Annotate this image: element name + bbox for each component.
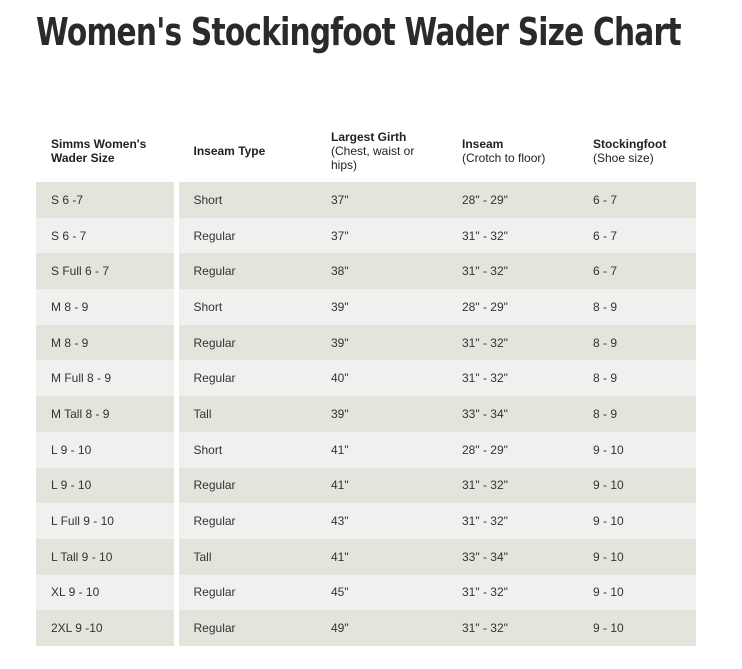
- column-header-wader-size: Simms Women's Wader Size: [36, 120, 179, 182]
- cell-inseam: 31" - 32": [447, 360, 578, 397]
- table-row: L 9 - 10 Regular 41" 31" - 32" 9 - 10: [36, 467, 696, 504]
- cell-inseam-type: Regular: [176, 217, 316, 254]
- table-row: 2XL 9 -10 Regular 49" 31" - 32" 9 - 10: [36, 610, 696, 646]
- cell-stockingfoot: 6 - 7: [578, 253, 696, 290]
- cell-wader-size: M 8 - 9: [36, 289, 179, 325]
- table-row: M 8 - 9 Short 39" 28" - 29" 8 - 9: [36, 289, 696, 325]
- table-row: XL 9 - 10 Regular 45" 31" - 32" 9 - 10: [36, 574, 696, 611]
- cell-largest-girth: 43": [316, 503, 447, 539]
- cell-inseam-type: Regular: [176, 324, 316, 361]
- cell-inseam: 28" - 29": [447, 431, 578, 468]
- cell-wader-size: S 6 -7: [36, 182, 179, 218]
- table-row: L 9 - 10 Short 41" 28" - 29" 9 - 10: [36, 431, 696, 468]
- cell-wader-size: M Tall 8 - 9: [36, 396, 179, 432]
- cell-inseam-type: Regular: [176, 574, 316, 611]
- cell-inseam: 31" - 32": [447, 503, 578, 539]
- cell-stockingfoot: 9 - 10: [578, 431, 696, 468]
- column-header-label: Simms Women's Wader Size: [51, 137, 147, 165]
- cell-inseam: 28" - 29": [447, 289, 578, 325]
- column-header-label: Stockingfoot: [593, 137, 667, 151]
- table-row: S Full 6 - 7 Regular 38" 31" - 32" 6 - 7: [36, 253, 696, 290]
- cell-wader-size: S 6 - 7: [36, 217, 179, 254]
- cell-stockingfoot: 9 - 10: [578, 574, 696, 611]
- cell-wader-size: XL 9 - 10: [36, 574, 179, 611]
- cell-largest-girth: 41": [316, 538, 447, 575]
- cell-stockingfoot: 8 - 9: [578, 324, 696, 361]
- cell-inseam-type: Regular: [176, 503, 316, 539]
- cell-stockingfoot: 6 - 7: [578, 182, 696, 218]
- column-header-sublabel: (Chest, waist or hips): [331, 144, 415, 172]
- cell-inseam: 33" - 34": [447, 396, 578, 432]
- cell-inseam-type: Regular: [176, 360, 316, 397]
- header-row: Simms Women's Wader Size Inseam Type Lar…: [36, 120, 696, 182]
- cell-wader-size: S Full 6 - 7: [36, 253, 179, 290]
- cell-inseam-type: Short: [176, 182, 316, 218]
- table-row: M 8 - 9 Regular 39" 31" - 32" 8 - 9: [36, 324, 696, 361]
- cell-stockingfoot: 9 - 10: [578, 610, 696, 646]
- cell-inseam: 31" - 32": [447, 217, 578, 254]
- cell-wader-size: 2XL 9 -10: [36, 610, 179, 646]
- size-chart-table: Simms Women's Wader Size Inseam Type Lar…: [36, 120, 699, 646]
- cell-largest-girth: 37": [316, 182, 447, 218]
- cell-largest-girth: 41": [316, 467, 447, 504]
- table-row: M Full 8 - 9 Regular 40" 31" - 32" 8 - 9: [36, 360, 696, 397]
- cell-stockingfoot: 9 - 10: [578, 503, 696, 539]
- table-row: S 6 - 7 Regular 37" 31" - 32" 6 - 7: [36, 217, 696, 254]
- column-header-inseam-type: Inseam Type: [176, 120, 316, 182]
- table-row: L Full 9 - 10 Regular 43" 31" - 32" 9 - 10: [36, 503, 696, 539]
- table-row: M Tall 8 - 9 Tall 39" 33" - 34" 8 - 9: [36, 396, 696, 432]
- cell-wader-size: L Tall 9 - 10: [36, 538, 179, 575]
- column-header-sublabel: (Shoe size): [593, 151, 654, 165]
- cell-wader-size: L 9 - 10: [36, 467, 179, 504]
- column-header-sublabel: (Crotch to floor): [462, 151, 546, 165]
- cell-largest-girth: 49": [316, 610, 447, 646]
- cell-stockingfoot: 8 - 9: [578, 360, 696, 397]
- cell-wader-size: L Full 9 - 10: [36, 503, 179, 539]
- cell-inseam-type: Tall: [176, 538, 316, 575]
- column-header-inseam: Inseam (Crotch to floor): [447, 120, 578, 182]
- cell-inseam-type: Regular: [176, 610, 316, 646]
- cell-inseam: 31" - 32": [447, 324, 578, 361]
- cell-largest-girth: 38": [316, 253, 447, 290]
- cell-inseam: 31" - 32": [447, 574, 578, 611]
- cell-inseam: 28" - 29": [447, 182, 578, 218]
- cell-inseam: 33" - 34": [447, 538, 578, 575]
- cell-stockingfoot: 8 - 9: [578, 289, 696, 325]
- cell-inseam: 31" - 32": [447, 610, 578, 646]
- cell-largest-girth: 39": [316, 289, 447, 325]
- table-row: L Tall 9 - 10 Tall 41" 33" - 34" 9 - 10: [36, 538, 696, 575]
- cell-largest-girth: 37": [316, 217, 447, 254]
- cell-inseam-type: Regular: [176, 467, 316, 504]
- column-header-label: Inseam Type: [193, 144, 266, 158]
- column-header-label: Largest Girth: [331, 130, 407, 144]
- cell-stockingfoot: 9 - 10: [578, 538, 696, 575]
- table-row: S 6 -7 Short 37" 28" - 29" 6 - 7: [36, 182, 696, 218]
- cell-wader-size: L 9 - 10: [36, 431, 179, 468]
- cell-stockingfoot: 8 - 9: [578, 396, 696, 432]
- column-header-largest-girth: Largest Girth (Chest, waist or hips): [316, 120, 447, 182]
- column-header-label: Inseam: [462, 137, 504, 151]
- cell-wader-size: M 8 - 9: [36, 324, 179, 361]
- cell-largest-girth: 40": [316, 360, 447, 397]
- cell-wader-size: M Full 8 - 9: [36, 360, 179, 397]
- cell-inseam-type: Regular: [176, 253, 316, 290]
- cell-inseam-type: Short: [176, 289, 316, 325]
- page-title: Women's Stockingfoot Wader Size Chart: [36, 10, 682, 54]
- cell-inseam-type: Tall: [176, 396, 316, 432]
- cell-stockingfoot: 9 - 10: [578, 467, 696, 504]
- cell-inseam: 31" - 32": [447, 253, 578, 290]
- cell-inseam: 31" - 32": [447, 467, 578, 504]
- cell-inseam-type: Short: [176, 431, 316, 468]
- cell-largest-girth: 39": [316, 396, 447, 432]
- cell-largest-girth: 45": [316, 574, 447, 611]
- cell-largest-girth: 39": [316, 324, 447, 361]
- cell-largest-girth: 41": [316, 431, 447, 468]
- cell-stockingfoot: 6 - 7: [578, 217, 696, 254]
- column-header-stockingfoot: Stockingfoot (Shoe size): [578, 120, 696, 182]
